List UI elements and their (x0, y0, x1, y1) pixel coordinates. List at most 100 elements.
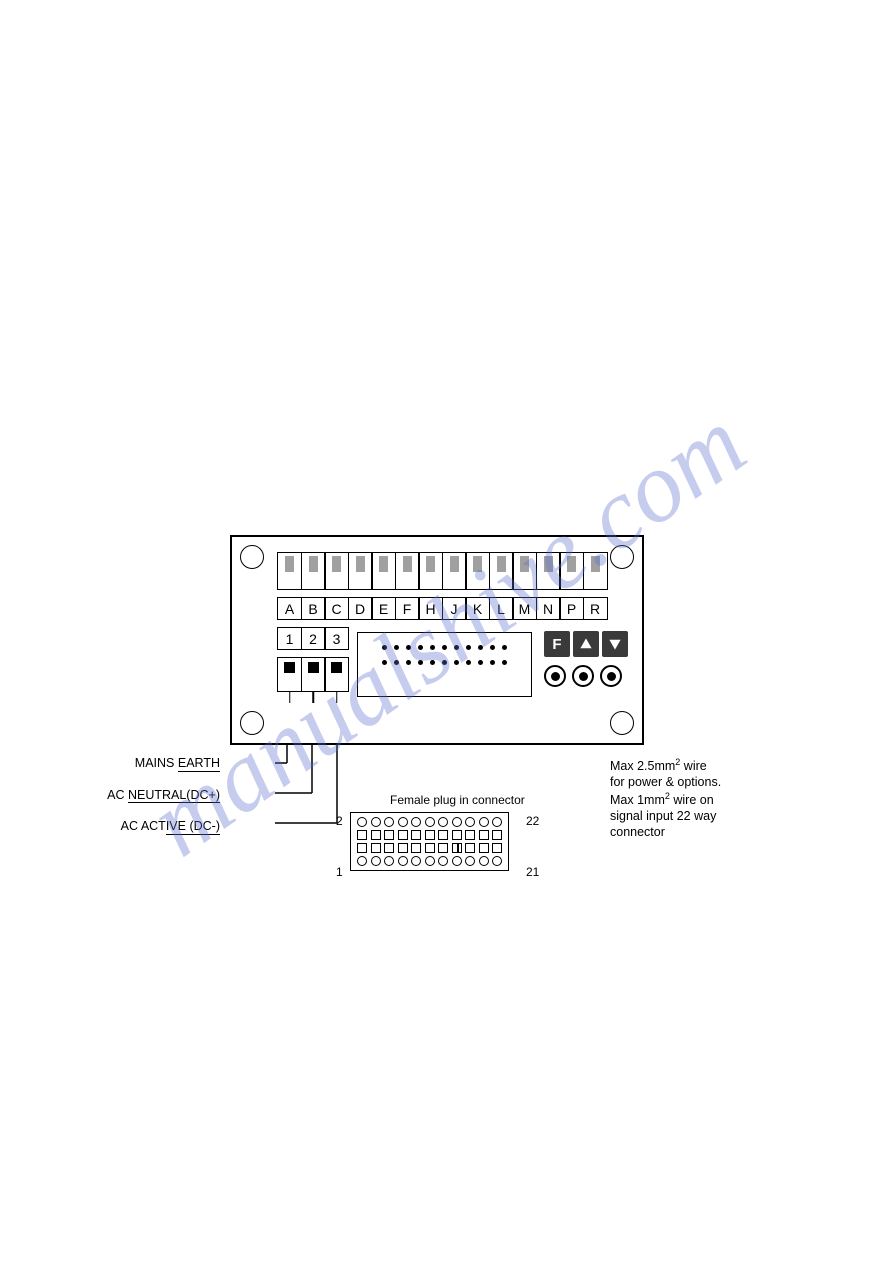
dot-icon (406, 645, 411, 650)
pin-circle-icon (465, 856, 475, 866)
pin-circle-icon (425, 817, 435, 827)
pin-circle-icon (452, 856, 462, 866)
option-terminal-row (277, 552, 608, 590)
down-button[interactable] (602, 631, 628, 657)
pin-square-icon (384, 843, 394, 853)
callout-active: AC ACTIVE (DC-) (60, 820, 220, 835)
pin-square-icon (479, 830, 489, 840)
option-terminal (465, 552, 490, 590)
mounting-hole-icon (240, 545, 264, 569)
option-terminal (489, 552, 514, 590)
dot-icon (442, 660, 447, 665)
power-terminal (277, 657, 302, 692)
f-button[interactable]: F (544, 631, 570, 657)
option-terminal-label: B (301, 597, 326, 620)
triangle-down-icon (608, 637, 622, 651)
dot-icon (382, 660, 387, 665)
option-terminal-label: M (512, 597, 537, 620)
pin-circle-icon (398, 856, 408, 866)
terminal-screw-icon (591, 556, 600, 572)
connector-row (357, 856, 502, 866)
power-terminal-number: 2 (301, 627, 326, 650)
wire-spec-note: Max 2.5mm2 wire for power & options. Max… (610, 757, 760, 841)
dot-icon (406, 660, 411, 665)
pin-circle-icon (425, 856, 435, 866)
option-terminal (559, 552, 584, 590)
dot-icon (442, 645, 447, 650)
power-number-row: 123 (277, 627, 349, 650)
power-terminal (324, 657, 349, 692)
option-terminal (301, 552, 326, 590)
female-connector (350, 812, 509, 871)
wiring-diagram: ABCDEFHJKLMNPR 123 F (230, 535, 644, 745)
panel-outline: ABCDEFHJKLMNPR 123 F (230, 535, 644, 745)
dot-icon (502, 645, 507, 650)
callout-earth: MAINS EARTH (60, 757, 220, 772)
terminal-screw-icon (356, 556, 365, 572)
pin-square-icon (438, 843, 448, 853)
connector-row (357, 830, 502, 840)
mounting-hole-icon (240, 711, 264, 735)
power-terminal (301, 657, 326, 692)
pin-circle-icon (357, 856, 367, 866)
dot-icon (394, 645, 399, 650)
pin-circle-icon (492, 856, 502, 866)
option-terminal (371, 552, 396, 590)
pin-circle-icon (371, 856, 381, 866)
option-terminal-label: R (583, 597, 608, 620)
dot-icon (394, 660, 399, 665)
power-terminal-number: 1 (277, 627, 302, 650)
connector-row (357, 843, 502, 853)
dot-icon (454, 645, 459, 650)
option-terminal-label: F (395, 597, 420, 620)
dot-icon (382, 645, 387, 650)
pin-square-icon (357, 830, 367, 840)
option-terminal (442, 552, 467, 590)
terminal-screw-icon (403, 556, 412, 572)
option-terminal-label: C (324, 597, 349, 620)
pin-square-icon (425, 830, 435, 840)
option-terminal-label: A (277, 597, 302, 620)
option-terminal (512, 552, 537, 590)
jack-icon (544, 665, 566, 687)
option-terminal-label: J (442, 597, 467, 620)
pin-square-icon (465, 830, 475, 840)
option-terminal (348, 552, 373, 590)
dot-icon (502, 660, 507, 665)
mounting-hole-icon (610, 711, 634, 735)
pin-circle-icon (398, 817, 408, 827)
jack-row (544, 665, 622, 687)
dot-icon (430, 660, 435, 665)
dot-icon (418, 645, 423, 650)
terminal-screw-icon (331, 662, 342, 673)
dot-icon (490, 645, 495, 650)
up-button[interactable] (573, 631, 599, 657)
terminal-screw-icon (285, 556, 294, 572)
terminal-screw-icon (567, 556, 576, 572)
dot-icon (430, 645, 435, 650)
terminal-screw-icon (544, 556, 553, 572)
power-terminal-number: 3 (324, 627, 349, 650)
pin-square-icon (492, 830, 502, 840)
option-terminal-label: E (371, 597, 396, 620)
dot-icon (454, 660, 459, 665)
pin-square-icon (465, 843, 475, 853)
option-terminal-label: N (536, 597, 561, 620)
option-terminal (324, 552, 349, 590)
terminal-screw-icon (520, 556, 529, 572)
pin-circle-icon (384, 817, 394, 827)
dot-icon (418, 660, 423, 665)
pin-label-top-right: 22 (526, 814, 539, 828)
pin-circle-icon (371, 817, 381, 827)
jack-icon (572, 665, 594, 687)
pin-square-icon (479, 843, 489, 853)
power-callouts: MAINS EARTH AC NEUTRAL(DC+) AC ACTIVE (D… (60, 757, 220, 852)
pin-circle-icon (452, 817, 462, 827)
jack-icon (600, 665, 622, 687)
option-terminal-label: L (489, 597, 514, 620)
power-terminal-row (277, 657, 349, 692)
terminal-screw-icon (379, 556, 388, 572)
mounting-hole-icon (610, 545, 634, 569)
pin-circle-icon (357, 817, 367, 827)
terminal-screw-icon (450, 556, 459, 572)
